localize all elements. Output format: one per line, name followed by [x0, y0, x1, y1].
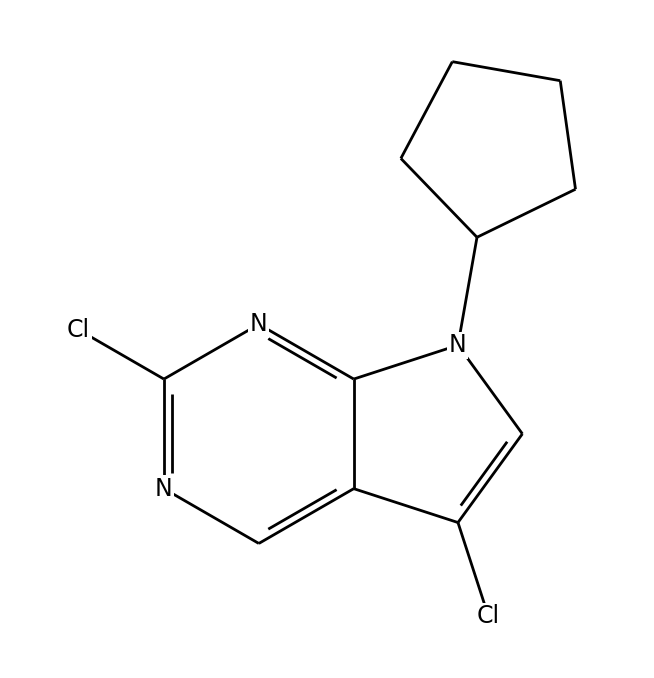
Text: Cl: Cl — [67, 318, 90, 342]
Text: N: N — [449, 333, 467, 357]
Text: Cl: Cl — [477, 604, 500, 629]
Text: N: N — [250, 313, 267, 336]
Text: N: N — [155, 477, 173, 500]
